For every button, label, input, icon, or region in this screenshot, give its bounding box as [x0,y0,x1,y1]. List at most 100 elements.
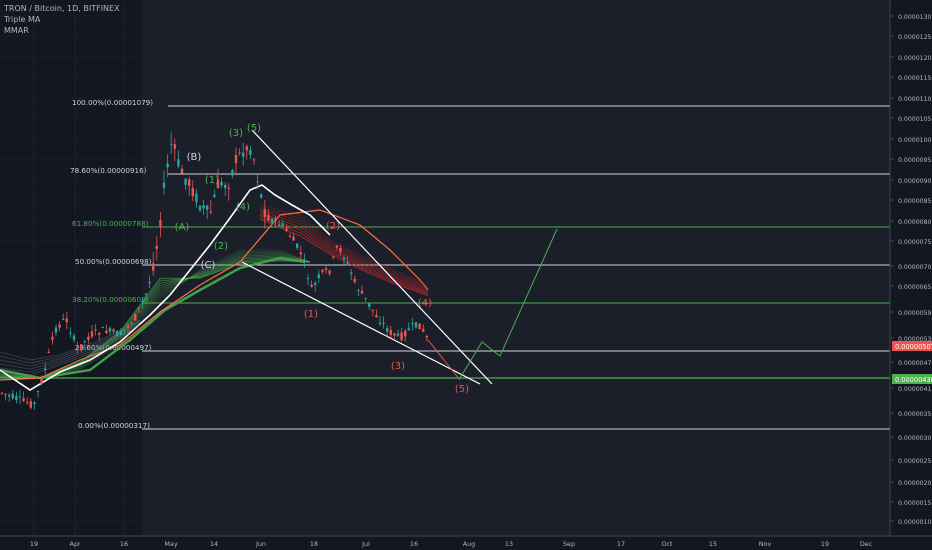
candle-body [317,274,320,279]
price-tick-label: 0.00001000 [898,137,932,144]
candle-body [141,301,144,303]
target-price-bg [892,374,932,384]
time-tick-label: Sep [563,540,575,548]
ma-gray-ribbon-line [0,323,141,373]
candle-body [173,144,176,149]
price-tick-label: 0.00000410 [898,386,932,393]
time-tick-label: 18 [310,540,318,548]
fibonacci-retracement[interactable]: 100.00%(0.00001079) 78.60%(0.00000916) 61.… [0,98,890,430]
price-tick-label: 0.00000470 [898,360,932,367]
time-axis[interactable]: 19 Apr 16 May 14 Jun 18 Jul 16 Aug 13 Sep 17 Oct 15 Nov… [30,540,873,548]
grid [33,0,125,536]
price-tick-label: 0.00000200 [898,480,932,487]
candle-body [274,218,277,221]
candle-body [404,330,407,337]
wave-label: (1) [304,309,318,320]
candle-body [72,335,76,340]
candle-body [281,223,284,226]
candle-body [422,328,425,332]
candle-body [202,205,205,209]
bullish-projection-path [459,228,558,379]
fib-level-label: 0.00%(0.00000317) [78,421,150,430]
candle-body [206,205,209,210]
candle-body [18,396,22,398]
price-tick-label: 0.00001150 [898,75,932,82]
candle-body [346,262,349,264]
candle-body [234,154,238,164]
candle-body [152,263,155,271]
candle-body [386,328,389,332]
ma-gray-ribbon-line [0,324,141,376]
price-tick-label: 0.00000950 [898,157,932,164]
target-price-badge: 0.00000438 [892,374,932,384]
candle-body [184,178,187,185]
candlesticks [0,132,428,410]
symbol-title[interactable]: TRON / Bitcoin, 1D, BITFINEX [4,4,120,13]
candle-body [65,318,68,323]
candle-body [260,194,263,198]
time-tick-label: 19 [821,540,829,548]
candle-body [90,331,94,337]
candle-body [252,159,256,161]
ma-red-ribbon-line [259,208,429,289]
candle-body [382,322,385,324]
target-price-label: 0.00000438 [895,376,932,384]
candle-body [393,333,396,336]
ma-red-ribbon-line [259,206,429,287]
candle-body [328,270,331,274]
candle-body [292,236,295,241]
time-tick-label: 16 [410,540,418,548]
candle-body [299,252,302,255]
price-axis[interactable]: 0.00001300 0.00001250 0.00001200 0.00001150… [890,14,932,526]
ma-gray-ribbon-line [0,321,141,367]
candle-body [378,322,382,325]
price-tick-label: 0.00001100 [898,96,932,103]
indicator-triple-ma[interactable]: Triple MA [4,15,41,24]
candle-body [407,328,410,331]
candle-body [44,368,47,371]
candle-body [242,152,245,157]
candle-body [342,257,346,260]
wave-label: (A) [175,222,190,233]
fib-level-label: 78.60%(0.00000916) [70,166,147,175]
candle-body [198,205,202,211]
time-tick-label: 13 [505,540,513,548]
candle-body [159,220,162,227]
price-tick-label: 0.00000750 [898,239,932,246]
candle-body [209,211,212,213]
candle-body [418,323,421,330]
ma-gray-ribbon-line [0,322,141,370]
indicator-mmar[interactable]: MMAR [4,26,29,35]
time-axis-panel[interactable] [0,536,932,550]
candle-body [216,179,220,189]
wave-label: (1) [205,175,219,186]
time-tick-label: 16 [120,540,128,548]
candle-body [47,351,50,353]
time-tick-label: 17 [617,540,625,548]
candle-body [227,187,230,189]
candle-body [306,278,310,280]
wave-label: (2) [214,241,228,252]
candle-body [425,335,428,338]
price-axis-panel[interactable] [890,0,932,550]
time-tick-label: Aug [463,540,475,548]
fib-level-label: 61.80%(0.00000788) [72,219,149,228]
elliott-wave-labels: (A) (B) (C) (1) (2) (3) (4) (5) (1) (2) (3) (4) (5) [175,123,470,395]
price-tick-label: 0.00000650 [898,284,932,291]
candle-body [15,395,18,400]
candle-body [130,322,133,324]
candle-body [148,281,151,284]
candle-body [8,394,11,397]
time-tick-label: Dec [860,540,873,548]
time-tick-label: 15 [709,540,717,548]
candle-body [177,159,180,167]
ma-red-ribbon-line [259,210,429,290]
lower-channel-line [241,261,481,385]
wave-label: (2) [326,221,340,232]
candle-body [29,401,32,408]
trendline-drawings[interactable] [241,129,558,385]
current-price-label: 0.00000507 [895,343,932,351]
price-tick-label: 0.00000150 [898,500,932,507]
candle-body [170,143,173,145]
